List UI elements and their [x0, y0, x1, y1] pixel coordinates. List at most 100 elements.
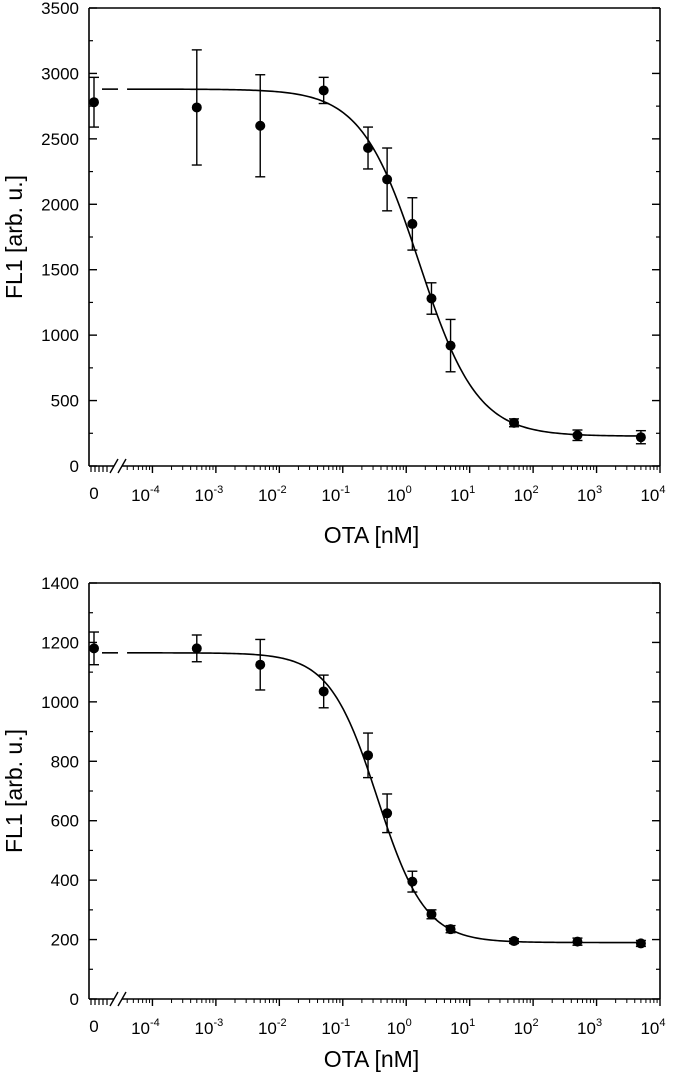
x-tick-base: 10 — [258, 1019, 277, 1038]
data-point — [407, 876, 418, 887]
data-point — [635, 432, 646, 443]
x-tick-base: 10 — [195, 1019, 214, 1038]
x-tick-label: 101 — [450, 484, 475, 505]
x-tick-label: 101 — [450, 1017, 475, 1038]
y-axis-title: FL1 [arb. u.] — [1, 175, 27, 299]
x-tick-exponent: 1 — [469, 484, 475, 496]
y-tick-label: 200 — [51, 931, 79, 950]
y-tick-label: 2000 — [41, 195, 79, 214]
x-tick-base: 10 — [577, 1019, 596, 1038]
y-tick-label: 500 — [51, 392, 79, 411]
y-tick-label: 1000 — [41, 326, 79, 345]
y-tick-label: 2500 — [41, 130, 79, 149]
y-tick-label: 1400 — [41, 574, 79, 593]
x-tick-label: 102 — [514, 1017, 539, 1038]
data-point — [426, 909, 437, 920]
x-tick-exponent: -2 — [277, 1017, 287, 1029]
data-point — [318, 686, 329, 697]
data-point — [382, 174, 393, 185]
x-tick-base: 10 — [131, 486, 150, 505]
x-tick-exponent: 0 — [406, 1017, 412, 1029]
x-tick-label: 10-1 — [321, 484, 350, 505]
x-tick-base: 10 — [321, 1019, 340, 1038]
data-point — [382, 808, 393, 819]
axis-break-mark — [117, 991, 127, 1007]
x-tick-label: 10-4 — [131, 484, 160, 505]
x-tick-exponent: -3 — [213, 484, 223, 496]
x-tick-label-zero: 0 — [89, 484, 98, 503]
y-tick-label: 1500 — [41, 261, 79, 280]
x-tick-exponent: 4 — [659, 484, 665, 496]
fit-curve — [127, 88, 641, 437]
data-point — [635, 938, 646, 949]
y-tick-label: 3500 — [41, 0, 79, 18]
data-point — [509, 936, 520, 947]
x-tick-label: 100 — [387, 1017, 412, 1038]
data-point — [509, 417, 520, 428]
data-point — [89, 643, 99, 654]
data-point — [572, 430, 583, 441]
x-tick-label: 104 — [640, 484, 665, 505]
x-axis-title: OTA [nM] — [324, 1046, 419, 1072]
data-point — [426, 293, 437, 304]
data-point — [89, 97, 99, 108]
x-axis-title: OTA [nM] — [324, 522, 419, 548]
x-tick-label: 100 — [387, 484, 412, 505]
y-tick-label: 3000 — [41, 64, 79, 83]
y-tick-label: 800 — [51, 752, 79, 771]
x-tick-base: 10 — [640, 486, 659, 505]
x-tick-base: 10 — [387, 1019, 406, 1038]
data-point — [363, 750, 374, 761]
data-point — [572, 936, 583, 947]
x-tick-exponent: -4 — [150, 484, 160, 496]
x-tick-exponent: -2 — [277, 484, 287, 496]
y-tick-label: 1200 — [41, 633, 79, 652]
x-tick-base: 10 — [195, 486, 214, 505]
x-tick-label: 10-3 — [195, 484, 224, 505]
x-tick-exponent: -3 — [213, 1017, 223, 1029]
y-tick-label: 400 — [51, 871, 79, 890]
x-tick-exponent: 4 — [659, 1017, 665, 1029]
x-tick-label: 103 — [577, 1017, 602, 1038]
data-point — [445, 340, 456, 351]
axis-break-mark — [109, 458, 119, 474]
x-tick-base: 10 — [514, 1019, 533, 1038]
x-tick-base: 10 — [450, 486, 469, 505]
data-point — [318, 85, 329, 96]
y-tick-label: 600 — [51, 812, 79, 831]
y-tick-label: 0 — [70, 457, 79, 476]
data-point — [407, 218, 418, 229]
x-tick-base: 10 — [450, 1019, 469, 1038]
x-tick-exponent: 0 — [406, 484, 412, 496]
x-tick-base: 10 — [258, 486, 277, 505]
x-tick-base: 10 — [131, 1019, 150, 1038]
data-point — [191, 643, 202, 654]
y-tick-label: 0 — [70, 990, 79, 1009]
data-point — [445, 924, 456, 935]
x-tick-label: 10-2 — [258, 484, 287, 505]
fit-curve — [127, 652, 641, 944]
x-tick-exponent: 1 — [469, 1017, 475, 1029]
x-tick-exponent: -1 — [340, 1017, 350, 1029]
x-tick-base: 10 — [640, 1019, 659, 1038]
x-tick-exponent: -4 — [150, 1017, 160, 1029]
x-tick-label-zero: 0 — [89, 1017, 98, 1036]
x-tick-label: 10-1 — [321, 1017, 350, 1038]
x-tick-base: 10 — [577, 486, 596, 505]
axis-break-mark — [109, 991, 119, 1007]
data-point — [363, 143, 374, 154]
x-tick-exponent: 3 — [596, 484, 602, 496]
x-tick-label: 10-2 — [258, 1017, 287, 1038]
x-tick-label: 102 — [514, 484, 539, 505]
x-tick-exponent: 2 — [533, 1017, 539, 1029]
y-tick-label: 1000 — [41, 693, 79, 712]
x-tick-label: 10-4 — [131, 1017, 160, 1038]
x-tick-label: 10-3 — [195, 1017, 224, 1038]
data-point — [255, 659, 266, 670]
x-tick-exponent: 2 — [533, 484, 539, 496]
data-point — [255, 120, 266, 131]
x-tick-label: 103 — [577, 484, 602, 505]
y-axis-title: FL1 [arb. u.] — [1, 729, 27, 853]
